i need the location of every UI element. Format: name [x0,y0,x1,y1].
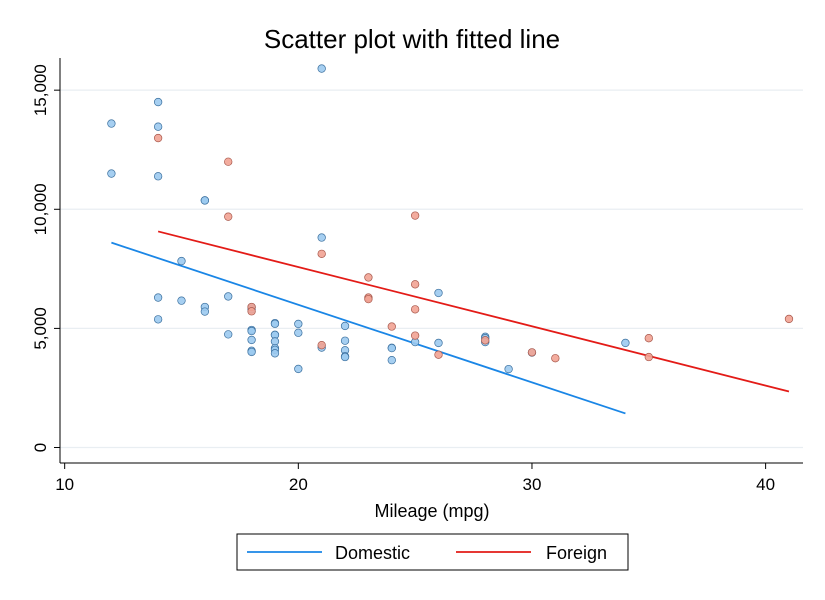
scatter-points [107,64,794,374]
data-point-domestic [294,364,303,374]
x-tick-label: 10 [55,475,74,494]
x-tick-label: 20 [289,475,308,494]
legend-label-domestic: Domestic [335,543,410,563]
data-point-domestic [434,338,443,348]
data-point-domestic [434,288,443,298]
data-point-domestic [107,119,116,128]
data-point-domestic [247,347,256,357]
x-axis-label: Mileage (mpg) [374,501,489,521]
data-point-foreign [410,305,420,314]
y-tick-label: 15,000 [31,64,50,116]
grid-lines [60,89,803,449]
y-tick-label: 10,000 [31,183,50,235]
data-point-domestic [247,326,256,336]
data-point-domestic [294,319,303,329]
data-point-domestic [387,356,396,365]
fit-line-foreign [157,230,790,393]
legend-label-foreign: Foreign [546,543,607,563]
data-point-domestic [153,172,163,181]
chart-title: Scatter plot with fitted line [264,24,560,54]
data-point-domestic [153,122,163,131]
data-point-foreign [247,307,256,316]
data-point-domestic [153,293,163,302]
data-point-domestic [387,343,396,353]
data-point-domestic [200,307,210,316]
data-point-foreign [434,350,443,359]
data-point-foreign [364,294,373,304]
data-point-foreign [644,334,653,343]
fitted-lines [111,230,790,415]
data-point-domestic [621,338,630,348]
y-tick-label: 0 [31,443,50,452]
data-point-foreign [527,348,537,357]
data-point-domestic [153,97,163,107]
data-point-foreign [364,273,373,282]
data-point-foreign [317,249,326,259]
data-point-domestic [177,296,186,305]
data-point-foreign [153,133,163,143]
data-point-foreign [387,322,396,331]
x-axis-ticks: 10 20 30 40 [55,463,775,494]
data-point-domestic [340,321,350,331]
data-point-foreign [224,212,233,221]
data-point-domestic [107,169,116,178]
y-axis-ticks: 0 5,000 10,000 15,000 [31,64,60,452]
data-point-domestic [247,335,256,345]
data-point-foreign [644,352,653,362]
data-point-domestic [270,349,280,358]
y-tick-label: 5,000 [31,307,50,350]
data-point-domestic [504,364,513,374]
data-point-domestic [294,328,303,337]
data-point-domestic [200,196,210,205]
data-point-foreign [481,336,490,345]
data-point-domestic [153,315,163,324]
data-point-foreign [224,157,233,166]
data-point-domestic [340,336,350,345]
data-point-foreign [410,280,420,289]
x-tick-label: 40 [756,475,775,494]
data-point-domestic [224,292,233,301]
data-point-domestic [340,352,350,362]
data-point-foreign [784,314,794,324]
fit-line-domestic [111,241,626,415]
data-point-foreign [317,341,326,350]
data-point-domestic [224,330,233,339]
data-point-foreign [551,354,560,363]
data-point-domestic [270,319,280,329]
data-point-foreign [410,211,420,220]
data-point-domestic [317,233,326,242]
legend: Domestic Foreign [236,533,629,571]
x-tick-label: 30 [523,475,542,494]
data-point-domestic [317,64,326,73]
data-point-domestic [177,256,186,266]
data-point-foreign [410,331,420,340]
